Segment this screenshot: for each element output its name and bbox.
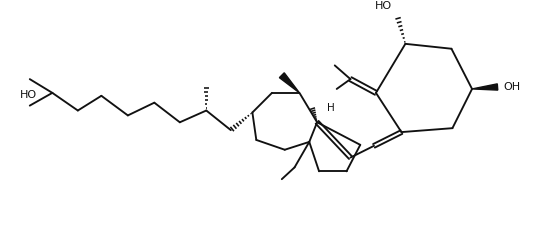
Text: OH: OH: [503, 82, 521, 92]
Polygon shape: [472, 84, 498, 90]
Text: H: H: [327, 103, 335, 113]
Text: HO: HO: [375, 1, 392, 11]
Text: HO: HO: [20, 90, 36, 100]
Polygon shape: [280, 73, 299, 93]
